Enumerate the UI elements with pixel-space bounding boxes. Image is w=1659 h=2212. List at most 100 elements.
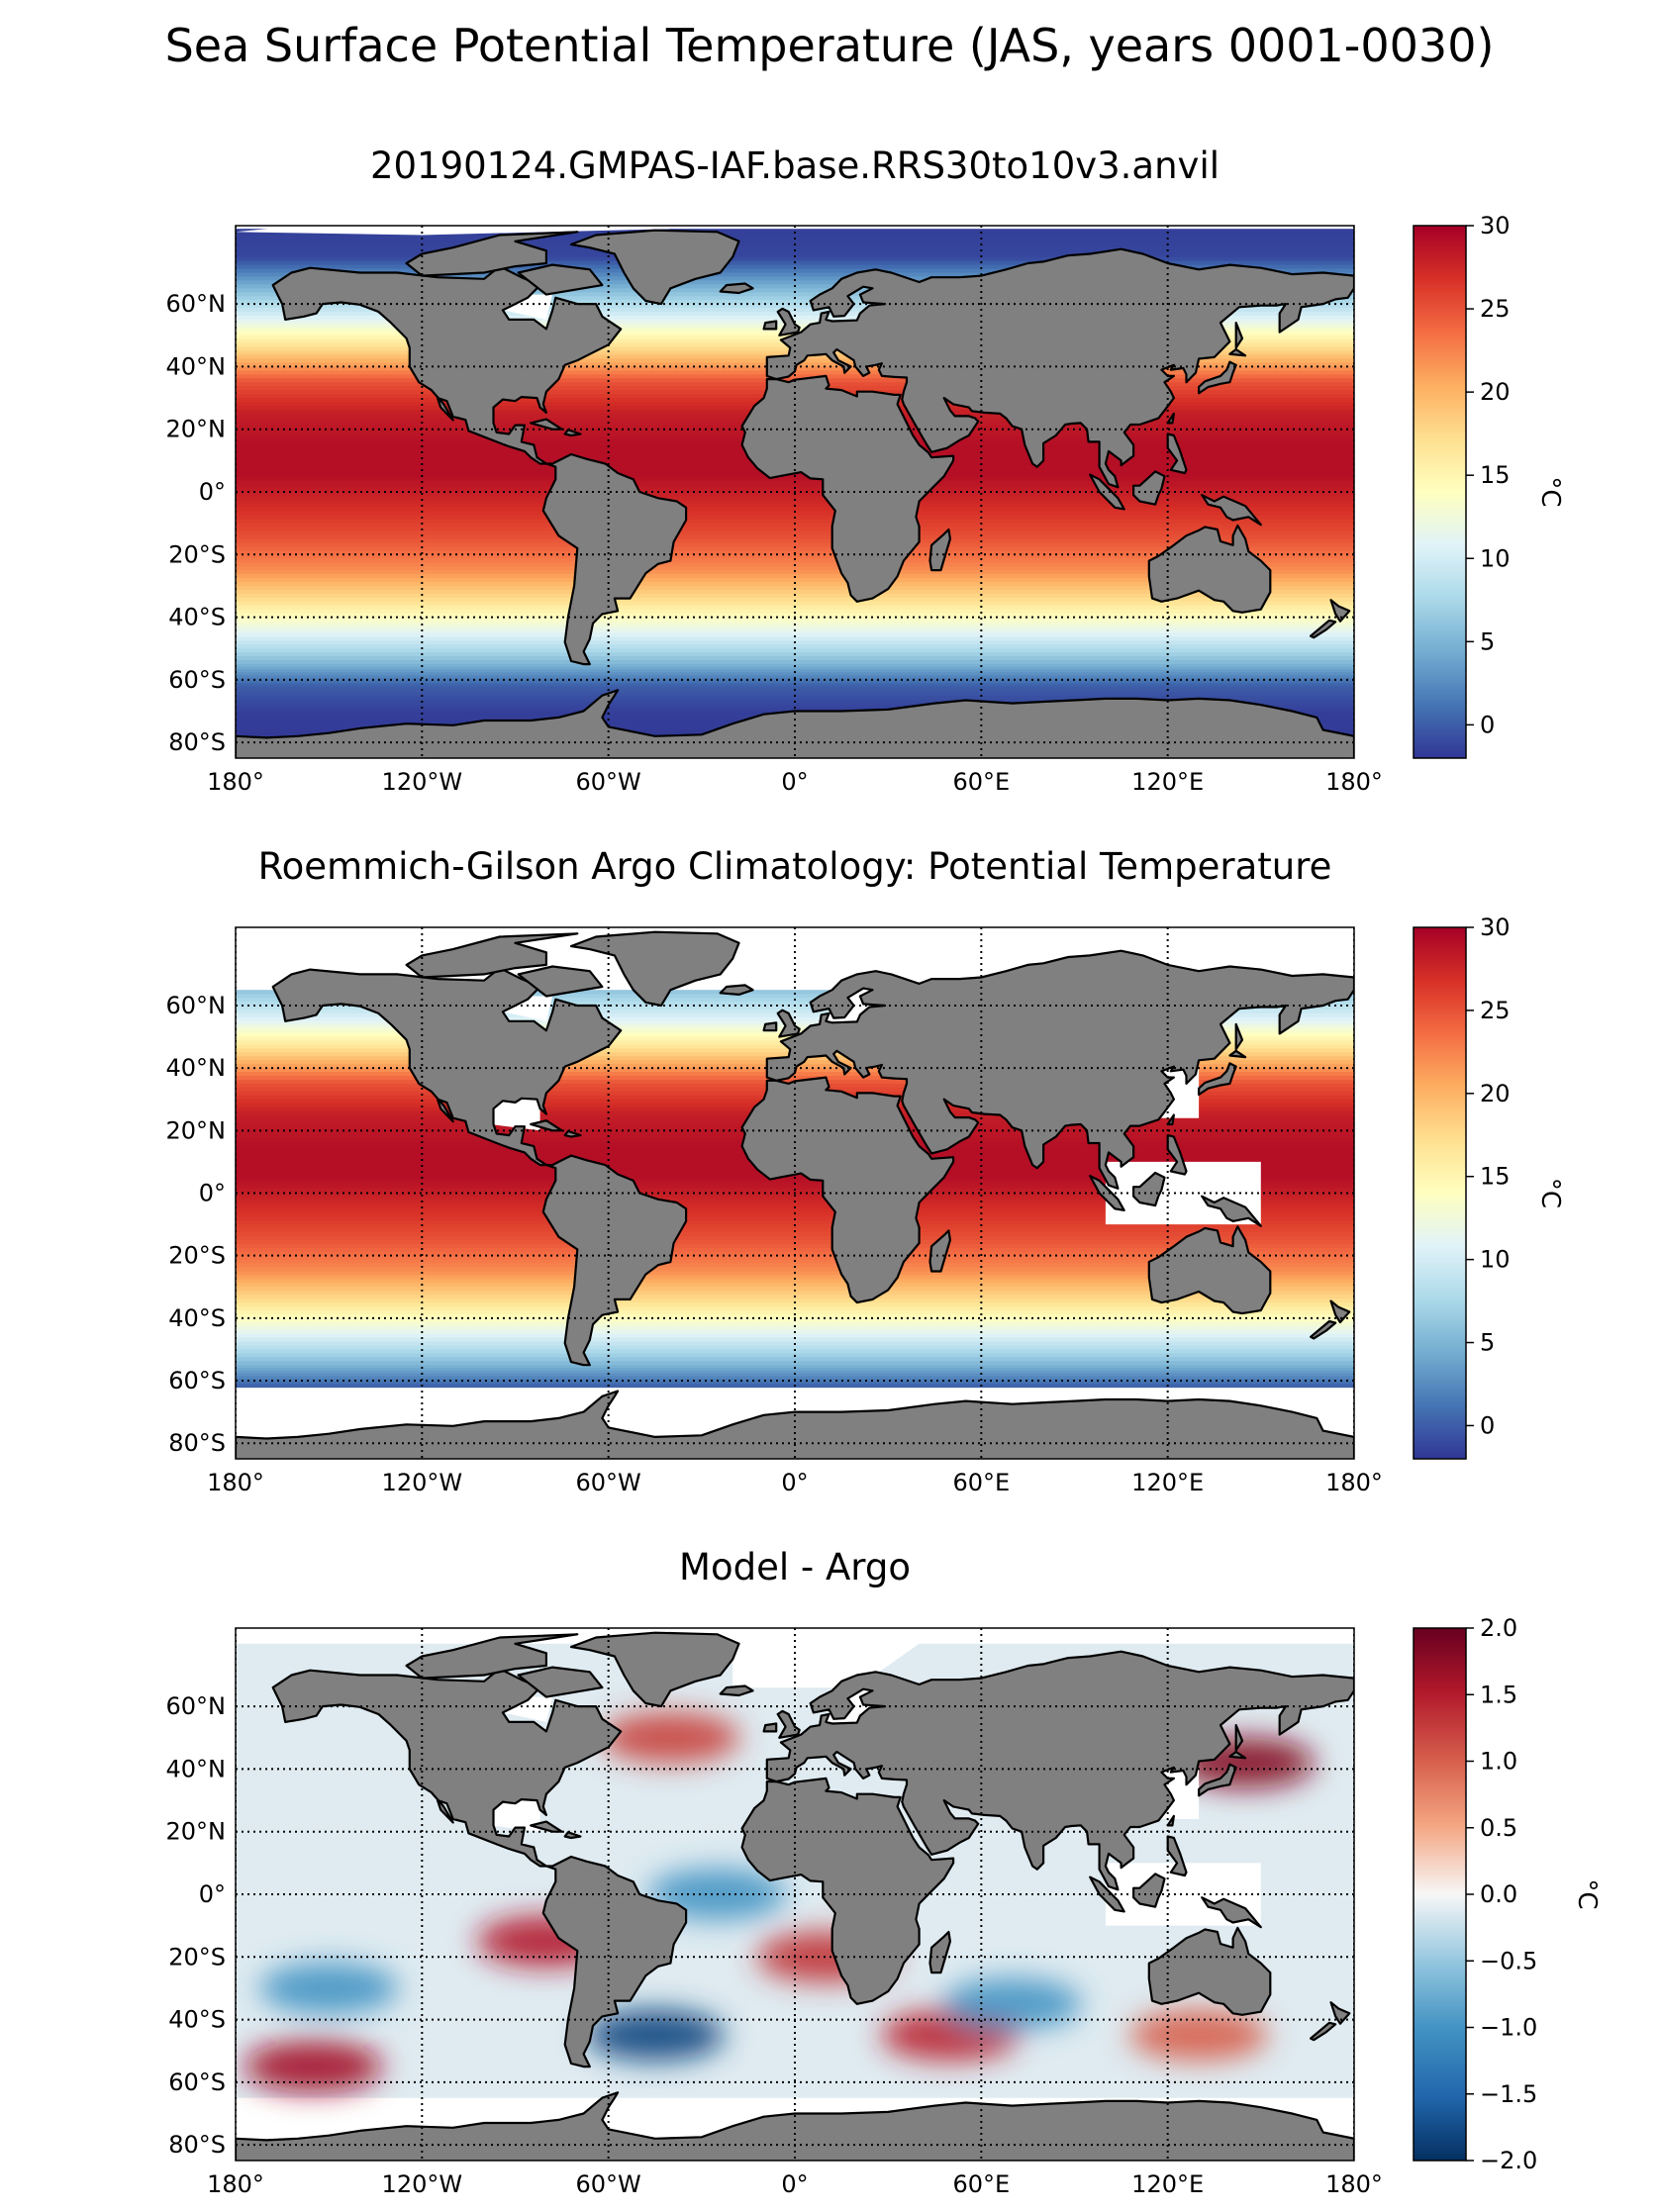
y-tick-label: 40°N <box>166 1755 227 1782</box>
sst-band <box>236 546 1354 552</box>
map-area <box>236 226 1354 758</box>
y-tick-label: 40°S <box>168 1304 226 1332</box>
sst-band <box>236 530 1354 536</box>
land-mass <box>1197 360 1237 395</box>
land-mass <box>1197 1062 1237 1097</box>
sst-band <box>236 558 1354 564</box>
x-tick-label: 120°W <box>382 768 463 796</box>
map-area <box>236 927 1354 1459</box>
anomaly-blob <box>601 1711 740 1764</box>
panel-2: Roemmich-Gilson Argo Climatology: Potent… <box>166 845 1566 1496</box>
sst-band <box>236 304 1354 309</box>
sst-band <box>236 994 1354 999</box>
x-tick-label: 120°W <box>382 2170 463 2198</box>
y-tick-label: 40°N <box>166 1054 227 1082</box>
sst-band <box>236 1005 1354 1010</box>
sst-band <box>236 232 1354 238</box>
colorbar-tick-label: 10 <box>1480 544 1511 572</box>
colorbar-tick-label: 10 <box>1480 1246 1511 1274</box>
sst-band <box>236 534 1354 540</box>
sst-band <box>236 656 1354 661</box>
sst-band <box>236 256 1354 262</box>
figure-title: Sea Surface Potential Temperature (JAS, … <box>165 19 1495 72</box>
y-tick-label: 40°N <box>166 352 227 380</box>
land-mass <box>405 1633 579 1680</box>
land-mass <box>765 949 1354 1190</box>
land-mass <box>517 965 604 998</box>
sst-band <box>236 1267 1354 1273</box>
x-tick-label: 60°E <box>952 1469 1010 1496</box>
land-mass <box>740 374 955 603</box>
x-tick-label: 180° <box>1325 1469 1383 1496</box>
x-tick-label: 180° <box>1325 768 1383 796</box>
colorbar-tick-label: −1.0 <box>1480 2014 1537 2042</box>
sst-band <box>236 312 1354 317</box>
land-mass <box>530 1119 563 1132</box>
x-tick-label: 60°W <box>576 2170 641 2198</box>
land-mass <box>1166 433 1188 475</box>
sst-band <box>236 1345 1354 1351</box>
sst-band <box>236 1361 1354 1367</box>
sst-band <box>236 484 1354 487</box>
y-tick-label: 20°N <box>166 1116 227 1144</box>
sst-band <box>236 1302 1354 1307</box>
y-tick-label: 80°S <box>168 2131 226 2159</box>
colorbar-ramp <box>1413 926 1467 1460</box>
sst-band <box>236 245 1354 251</box>
sst-band <box>236 672 1354 676</box>
sst-band <box>236 1275 1354 1281</box>
land-mass <box>1309 619 1337 639</box>
y-tick-label: 60°N <box>166 1692 227 1720</box>
sst-band <box>236 1287 1354 1293</box>
land-mass <box>530 418 563 431</box>
land-mass <box>1089 473 1125 511</box>
y-tick-label: 60°N <box>166 992 227 1019</box>
sst-band <box>236 566 1354 571</box>
colorbar-label: °C <box>1535 1178 1565 1208</box>
sst-band <box>236 621 1354 626</box>
sst-band <box>236 276 1354 282</box>
colorbar-tick-label: 0.0 <box>1480 1880 1517 1908</box>
sst-band <box>236 1012 1354 1018</box>
anomaly-blob <box>942 1977 1082 2030</box>
y-tick-label: 20°N <box>166 416 227 443</box>
sst-band <box>236 519 1354 525</box>
land-mass <box>762 1021 778 1032</box>
sst-band <box>236 648 1354 653</box>
sst-band <box>236 1185 1354 1189</box>
y-tick-label: 80°S <box>168 728 226 756</box>
colorbar: 2.0 1.5 1.0 0.5 0.0 −0.5 −1.0 −1.5 −2.0 °C <box>1413 1614 1602 2174</box>
sst-band <box>236 268 1354 274</box>
y-tick-label: 20°S <box>168 540 226 568</box>
sst-band <box>236 1381 1354 1386</box>
land-mass <box>236 1390 1354 1459</box>
sst-band <box>236 581 1354 587</box>
land-mass <box>776 307 801 337</box>
anomaly-blob <box>244 2041 383 2093</box>
y-tick-label: 40°S <box>168 2006 226 2034</box>
land-mass <box>1147 1926 1272 2016</box>
land-mass <box>563 1129 582 1138</box>
land-mass <box>1309 1319 1337 1340</box>
land-mass <box>1197 1763 1237 1797</box>
sst-band <box>236 1177 1354 1181</box>
land-mass <box>1147 1225 1272 1315</box>
map-frame <box>235 926 1355 1460</box>
x-tick-label: 60°W <box>576 1469 641 1496</box>
land-mass <box>1166 1814 1176 1827</box>
x-tick-label: 120°W <box>382 1469 463 1496</box>
sst-band <box>236 239 1354 244</box>
sst-band <box>236 542 1354 548</box>
sst-band <box>236 1376 1354 1380</box>
land-mass <box>719 282 754 295</box>
colorbar-tick-label: 1.0 <box>1480 1748 1517 1776</box>
land-mass <box>405 932 579 979</box>
sst-band <box>236 1193 1354 1197</box>
sst-band <box>236 1298 1354 1303</box>
sst-band <box>236 288 1354 294</box>
y-tick-label: 40°S <box>168 604 226 631</box>
sst-band <box>236 1255 1354 1261</box>
colorbar-tick-label: 20 <box>1480 1080 1511 1107</box>
sst-band <box>236 523 1354 529</box>
y-tick-label: 0° <box>199 478 226 506</box>
